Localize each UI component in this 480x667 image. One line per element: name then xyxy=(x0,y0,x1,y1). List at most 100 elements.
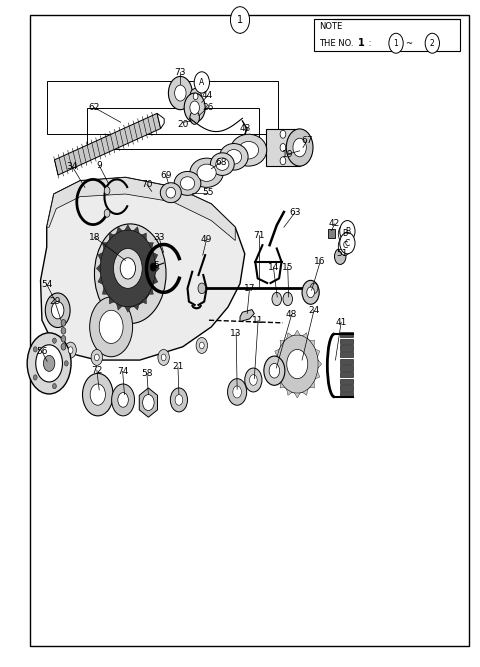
Polygon shape xyxy=(102,287,108,294)
Circle shape xyxy=(170,388,188,412)
Ellipse shape xyxy=(114,249,142,288)
Circle shape xyxy=(280,157,286,165)
Bar xyxy=(340,339,353,344)
Circle shape xyxy=(230,7,250,33)
Text: 14: 14 xyxy=(268,263,279,271)
Circle shape xyxy=(91,350,103,366)
Text: 42: 42 xyxy=(329,219,340,228)
Text: 34: 34 xyxy=(66,161,78,171)
Circle shape xyxy=(45,293,70,327)
Circle shape xyxy=(280,143,286,151)
Circle shape xyxy=(83,374,113,416)
Polygon shape xyxy=(142,233,146,240)
Text: 26: 26 xyxy=(202,103,213,112)
Polygon shape xyxy=(153,253,158,261)
Text: 70: 70 xyxy=(141,180,153,189)
Polygon shape xyxy=(117,303,122,310)
Polygon shape xyxy=(47,177,235,241)
Polygon shape xyxy=(315,372,320,379)
Polygon shape xyxy=(280,340,285,346)
Circle shape xyxy=(196,338,207,354)
Bar xyxy=(340,359,353,364)
Circle shape xyxy=(286,129,313,166)
Circle shape xyxy=(310,283,318,293)
Polygon shape xyxy=(280,382,285,388)
Text: 20: 20 xyxy=(177,120,189,129)
Circle shape xyxy=(143,395,154,411)
Text: 11: 11 xyxy=(252,315,264,325)
Ellipse shape xyxy=(166,187,176,198)
Circle shape xyxy=(52,384,56,389)
Polygon shape xyxy=(315,350,320,357)
Circle shape xyxy=(168,77,192,109)
Ellipse shape xyxy=(219,143,248,170)
Polygon shape xyxy=(139,388,157,417)
Circle shape xyxy=(250,375,257,386)
Circle shape xyxy=(64,361,68,366)
Circle shape xyxy=(340,221,355,242)
Bar xyxy=(340,392,353,398)
Polygon shape xyxy=(148,287,153,294)
Ellipse shape xyxy=(100,230,156,307)
Polygon shape xyxy=(117,227,122,233)
Polygon shape xyxy=(302,390,308,396)
Circle shape xyxy=(264,356,285,386)
Text: 67: 67 xyxy=(301,136,312,145)
Polygon shape xyxy=(142,297,146,304)
Text: NOTE: NOTE xyxy=(319,22,342,31)
Circle shape xyxy=(280,130,286,138)
Text: 21: 21 xyxy=(172,362,184,372)
Ellipse shape xyxy=(210,153,234,175)
Text: 73: 73 xyxy=(175,68,186,77)
Circle shape xyxy=(90,297,132,357)
Circle shape xyxy=(184,93,205,122)
Ellipse shape xyxy=(226,149,241,164)
Text: :: : xyxy=(365,39,371,48)
Circle shape xyxy=(61,344,66,350)
Circle shape xyxy=(61,336,66,342)
Circle shape xyxy=(190,89,201,104)
Circle shape xyxy=(118,257,142,290)
Text: 24: 24 xyxy=(308,305,320,315)
Text: 72: 72 xyxy=(91,366,103,375)
Polygon shape xyxy=(125,225,131,230)
Polygon shape xyxy=(287,390,292,396)
Circle shape xyxy=(161,354,166,361)
Text: C: C xyxy=(345,239,350,247)
Polygon shape xyxy=(109,297,114,304)
Circle shape xyxy=(425,33,440,53)
Circle shape xyxy=(118,393,128,408)
Ellipse shape xyxy=(180,177,195,190)
Circle shape xyxy=(198,283,205,293)
Text: 63: 63 xyxy=(289,208,300,217)
Text: 49: 49 xyxy=(201,235,212,243)
Bar xyxy=(340,352,353,358)
Text: C: C xyxy=(342,241,348,250)
Circle shape xyxy=(95,224,166,323)
FancyBboxPatch shape xyxy=(30,15,469,646)
Ellipse shape xyxy=(239,141,259,159)
Polygon shape xyxy=(109,233,114,240)
Circle shape xyxy=(233,386,241,398)
Polygon shape xyxy=(157,113,164,129)
Text: 68: 68 xyxy=(215,157,227,167)
Circle shape xyxy=(99,310,123,344)
Circle shape xyxy=(272,292,281,305)
Polygon shape xyxy=(96,264,100,273)
Ellipse shape xyxy=(174,171,201,195)
Circle shape xyxy=(269,364,280,378)
Text: 54: 54 xyxy=(41,280,52,289)
Text: 33: 33 xyxy=(153,233,165,241)
Polygon shape xyxy=(40,177,245,360)
Text: 58: 58 xyxy=(141,369,153,378)
Polygon shape xyxy=(275,372,279,379)
Text: 5: 5 xyxy=(154,261,159,270)
Circle shape xyxy=(104,209,110,217)
Text: 29: 29 xyxy=(49,297,60,306)
Ellipse shape xyxy=(276,335,318,394)
Bar xyxy=(340,372,353,378)
Text: 2: 2 xyxy=(430,39,435,48)
Text: 13: 13 xyxy=(230,329,242,338)
Circle shape xyxy=(228,379,247,406)
Polygon shape xyxy=(148,243,153,249)
